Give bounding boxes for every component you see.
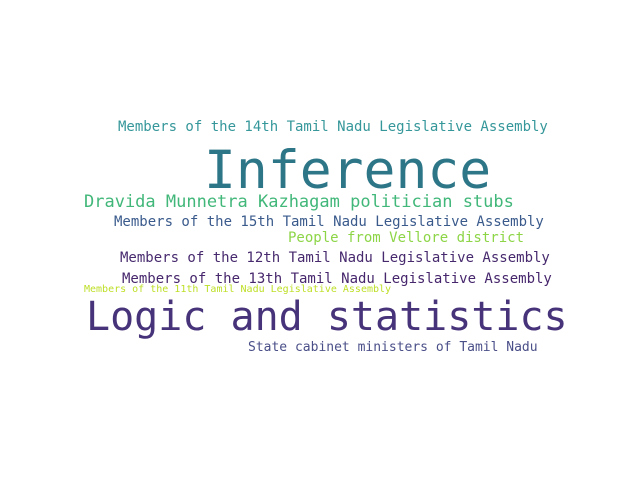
word-members-15th-assembly: Members of the 15th Tamil Nadu Legislati…	[114, 214, 544, 230]
word-members-13th-assembly: Members of the 13th Tamil Nadu Legislati…	[122, 271, 552, 287]
word-members-12th-assembly: Members of the 12th Tamil Nadu Legislati…	[120, 250, 550, 266]
word-people-from-vellore: People from Vellore district	[288, 230, 525, 246]
word-members-11th-assembly: Members of the 11th Tamil Nadu Legislati…	[84, 284, 392, 295]
word-dmk-politician-stubs: Dravida Munnetra Kazhagam politician stu…	[84, 192, 514, 212]
word-members-14th-assembly: Members of the 14th Tamil Nadu Legislati…	[118, 119, 548, 135]
word-inference: Inference	[204, 140, 492, 201]
word-state-cabinet-ministers: State cabinet ministers of Tamil Nadu	[248, 340, 538, 355]
word-logic-and-statistics: Logic and statistics	[86, 294, 568, 340]
